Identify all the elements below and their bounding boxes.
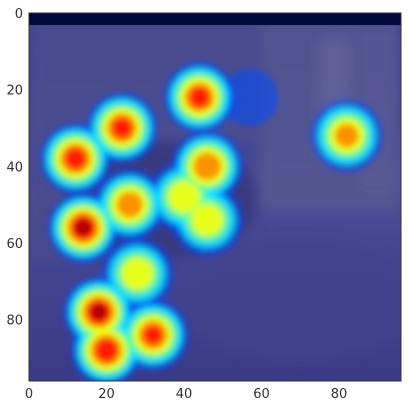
heat-spot [95,339,118,362]
plot-frame [28,12,402,382]
plot-area [29,13,401,381]
y-tick-label: 20 [6,84,23,99]
y-tick-label: 80 [6,314,23,329]
x-axis-ticks: 0 20 40 60 80 [25,387,347,402]
heat-spot [335,124,359,148]
heat-spot [189,87,210,108]
y-axis-ticks: 0 20 40 60 80 [6,7,23,329]
heat-spot [121,257,154,290]
x-tick-label: 80 [331,387,348,402]
heat-spot [64,148,87,170]
heat-spot [116,191,143,218]
heat-spot [168,181,200,213]
x-tick-label: 0 [25,387,33,402]
x-tick-label: 20 [98,387,115,402]
y-tick-label: 40 [6,160,23,175]
heat-spot [74,218,92,237]
heat-spot [90,303,108,321]
heat-spot [221,68,279,127]
heat-spot [193,152,221,180]
x-tick-label: 60 [253,387,270,402]
heat-spot [143,325,163,345]
heat-spot [111,117,133,139]
y-tick-label: 60 [6,237,23,252]
heat-spot [191,204,224,236]
y-tick-label: 0 [15,7,23,22]
top-band [29,13,401,25]
x-tick-label: 40 [176,387,193,402]
heat-layer [39,61,383,381]
